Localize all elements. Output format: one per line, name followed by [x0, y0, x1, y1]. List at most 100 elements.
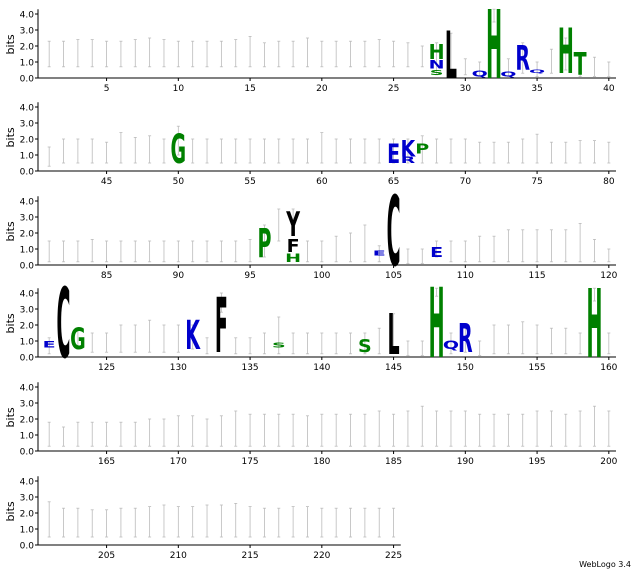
x-tick-label: 135 — [241, 363, 258, 373]
x-tick-label: 195 — [528, 457, 545, 467]
x-tick-label: 10 — [173, 84, 185, 94]
y-axis-label: bits — [4, 407, 17, 427]
x-tick-label: 60 — [316, 177, 328, 187]
y-tick-label: 1.0 — [20, 526, 35, 536]
residue-letter-p: P — [257, 221, 271, 267]
x-tick-label: 95 — [244, 271, 255, 281]
x-tick-label: 215 — [241, 551, 258, 561]
residue-letter-e: E — [43, 339, 56, 350]
y-tick-label: 0.0 — [20, 262, 35, 272]
y-tick-label: 1.0 — [20, 246, 35, 256]
y-tick-label: 2.0 — [20, 322, 35, 332]
logo-row: 0.0 1.0 2.0 3.0 4.0 bits 45 50 55 60 65 70 75 80 G E KRP — [4, 102, 616, 187]
x-tick-label: 120 — [600, 271, 617, 281]
y-tick-label: 4.0 — [20, 290, 35, 300]
y-tick-label: 0.0 — [20, 168, 35, 178]
y-tick-label: 1.0 — [20, 338, 35, 348]
x-tick-label: 130 — [170, 363, 187, 373]
residue-letter-k: K — [185, 313, 201, 359]
residue-letter-l: L — [388, 302, 400, 368]
y-tick-label: 3.0 — [20, 214, 35, 224]
y-tick-label: 3.0 — [20, 27, 35, 37]
residue-letter-c: C — [57, 270, 71, 381]
residue-letter-f: F — [287, 237, 300, 257]
residue-letter-h: H — [285, 252, 301, 265]
y-tick-label: 4.0 — [20, 11, 35, 21]
residue-letter-q: Q — [529, 69, 546, 74]
logo-row: 0.0 1.0 2.0 3.0 4.0 bits 165 170 175 180 185 190 195… — [4, 382, 618, 467]
logo-row: 0.0 1.0 2.0 3.0 4.0 bits 205 210 215 220 225 — [4, 476, 402, 561]
y-tick-label: 1.0 — [20, 152, 35, 162]
y-tick-label: 2.0 — [20, 416, 35, 426]
x-tick-label: 115 — [528, 271, 545, 281]
x-tick-label: 70 — [460, 177, 472, 187]
x-tick-label: 50 — [173, 177, 185, 187]
residue-letter-h: H — [429, 270, 445, 381]
residue-letter-g: G — [171, 127, 187, 173]
x-tick-label: 20 — [316, 84, 328, 94]
x-tick-label: 170 — [170, 457, 187, 467]
residue-letter-r: R — [458, 316, 473, 362]
y-tick-label: 4.0 — [20, 104, 35, 114]
y-tick-label: 4.0 — [20, 478, 35, 488]
residue-letter-e: E — [373, 250, 386, 258]
residue-letter-k: K — [401, 136, 417, 162]
x-tick-label: 35 — [531, 84, 542, 94]
residue-letter-n: N — [429, 58, 445, 71]
y-tick-label: 0.0 — [20, 542, 35, 552]
y-axis-label: bits — [4, 127, 17, 147]
y-tick-label: 3.0 — [20, 120, 35, 130]
x-tick-label: 85 — [101, 271, 112, 281]
x-tick-label: 5 — [104, 84, 110, 94]
residue-letter-e: E — [430, 245, 443, 261]
x-tick-label: 180 — [313, 457, 330, 467]
x-tick-label: 185 — [385, 457, 402, 467]
x-tick-label: 210 — [170, 551, 187, 561]
residue-letter-q: Q — [472, 69, 488, 78]
residue-letter-q: Q — [500, 71, 516, 79]
y-tick-label: 1.0 — [20, 432, 35, 442]
x-tick-label: 40 — [603, 84, 615, 94]
x-tick-label: 30 — [460, 84, 472, 94]
residue-letter-t: T — [574, 47, 587, 83]
residue-letter-g: G — [70, 322, 86, 356]
residue-letter-s: S — [358, 337, 372, 357]
x-tick-label: 225 — [385, 551, 402, 561]
y-axis-label: bits — [4, 221, 17, 241]
residue-letter-s: S — [272, 342, 286, 350]
residue-letter-p: P — [415, 141, 429, 157]
residue-letter-e: E — [387, 139, 400, 170]
y-tick-label: 2.0 — [20, 510, 35, 520]
y-tick-label: 4.0 — [20, 384, 35, 394]
residue-letter-c: C — [387, 178, 401, 289]
residue-letter-r: R — [401, 155, 416, 166]
logo-row: 0.0 1.0 2.0 3.0 4.0 bits 85 90 95 100 105 110 115 120… — [4, 178, 618, 289]
x-tick-label: 165 — [98, 457, 115, 467]
x-tick-label: 190 — [457, 457, 474, 467]
weblogo-version-label: WebLogo 3.4 — [579, 560, 631, 569]
x-tick-label: 110 — [457, 271, 474, 281]
y-tick-label: 0.0 — [20, 354, 35, 364]
y-axis-label: bits — [4, 501, 17, 521]
residue-letter-h: H — [587, 271, 603, 381]
y-tick-label: 4.0 — [20, 198, 35, 208]
x-tick-label: 80 — [603, 177, 615, 187]
y-tick-label: 2.0 — [20, 230, 35, 240]
residue-letter-h: H — [558, 15, 574, 88]
y-tick-label: 0.0 — [20, 75, 35, 85]
y-tick-label: 2.0 — [20, 136, 35, 146]
y-axis-label: bits — [4, 313, 17, 333]
x-tick-label: 90 — [173, 271, 185, 281]
residue-letter-h: H — [486, 0, 502, 102]
residue-letter-y: Y — [286, 207, 301, 245]
y-tick-label: 1.0 — [20, 59, 35, 69]
x-tick-label: 75 — [531, 177, 542, 187]
x-tick-label: 145 — [385, 363, 402, 373]
logo-row: 0.0 1.0 2.0 3.0 4.0 bits 125 130 135 140 145 150 155… — [4, 270, 618, 381]
x-tick-label: 155 — [528, 363, 545, 373]
x-tick-label: 205 — [98, 551, 115, 561]
y-axis-label: bits — [4, 34, 17, 54]
x-tick-label: 125 — [98, 363, 115, 373]
x-tick-label: 25 — [388, 84, 399, 94]
